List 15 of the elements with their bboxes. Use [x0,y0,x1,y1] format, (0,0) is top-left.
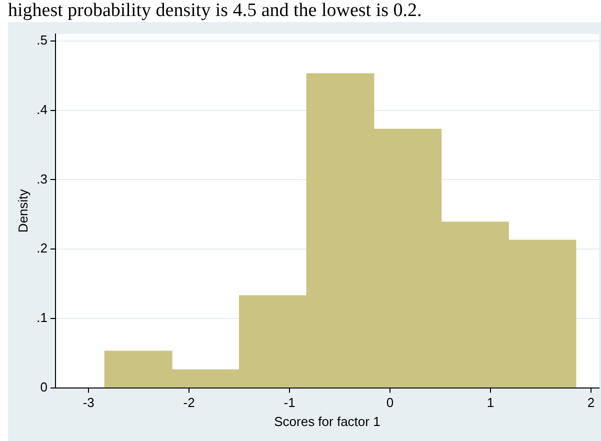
x-tick-label: 2 [587,395,595,410]
x-tick-label: 0 [386,395,394,410]
text: highest probability density is 4.5 and the lowest is 0.2. [7,0,423,22]
x-tick-label: 1 [486,395,494,410]
y-tick-label: .2 [36,240,48,256]
y-tick-label: 0 [40,379,48,394]
y-tick-label: .3 [36,171,48,186]
y-tick-label: .1 [36,310,48,326]
y-tick-label: .4 [36,102,48,117]
y-tick-label: .5 [36,32,48,48]
x-tick-label: -3 [82,395,94,410]
y-axis-title: Density [15,188,30,233]
x-tick-label: -2 [183,395,195,410]
x-tick-label: -1 [284,395,296,410]
x-axis-title: Scores for factor 1 [274,414,380,429]
